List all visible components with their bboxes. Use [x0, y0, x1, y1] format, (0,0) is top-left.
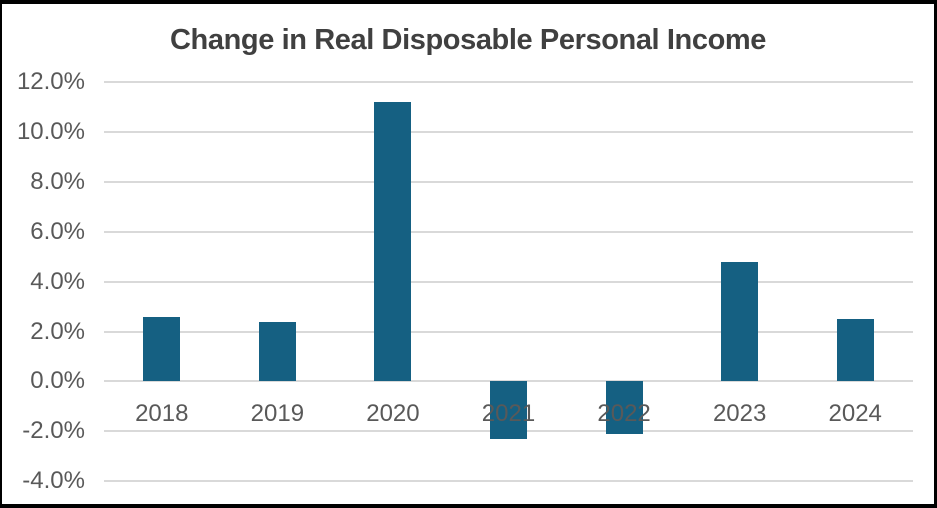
x-axis-tick-label: 2023 — [712, 400, 767, 428]
y-axis-tick-label: 6.0% — [30, 217, 85, 245]
bar-2023 — [721, 261, 759, 382]
y-axis-tick-label: 12.0% — [16, 68, 85, 95]
y-axis-tick-label: 10.0% — [16, 117, 85, 145]
y-axis-tick-label: -2.0% — [22, 417, 85, 445]
bar-2018 — [143, 316, 181, 382]
x-axis-tick-label: 2018 — [135, 400, 189, 428]
gridline — [104, 480, 913, 483]
y-axis-tick-label: 4.0% — [30, 267, 85, 295]
gridline — [104, 280, 913, 283]
chart-title: Change in Real Disposable Personal Incom… — [170, 24, 766, 56]
x-axis-tick-label: 2022 — [597, 400, 651, 428]
bar-2021 — [490, 381, 527, 439]
y-axis-tick-label: 8.0% — [30, 167, 85, 195]
x-axis-tick-label: 2019 — [250, 400, 305, 428]
y-axis-tick-label: 2.0% — [30, 317, 85, 345]
y-axis-tick-label: -4.0% — [22, 467, 85, 495]
gridline — [104, 330, 913, 333]
bar-2020 — [374, 101, 412, 382]
bar-2024 — [836, 319, 874, 382]
bar-2022 — [605, 381, 643, 434]
bar-2019 — [258, 321, 296, 382]
gridline — [104, 230, 913, 233]
x-axis-tick-label: 2020 — [366, 400, 420, 428]
gridline — [104, 81, 913, 83]
x-axis-tick-label: 2021 — [481, 400, 536, 428]
chart-area: Change in Real Disposable Personal Incom… — [2, 4, 934, 504]
gridline — [104, 180, 913, 183]
y-axis-tick-label: 0.0% — [30, 367, 85, 395]
x-axis-tick-label: 2024 — [828, 400, 882, 428]
gridline — [104, 130, 913, 133]
